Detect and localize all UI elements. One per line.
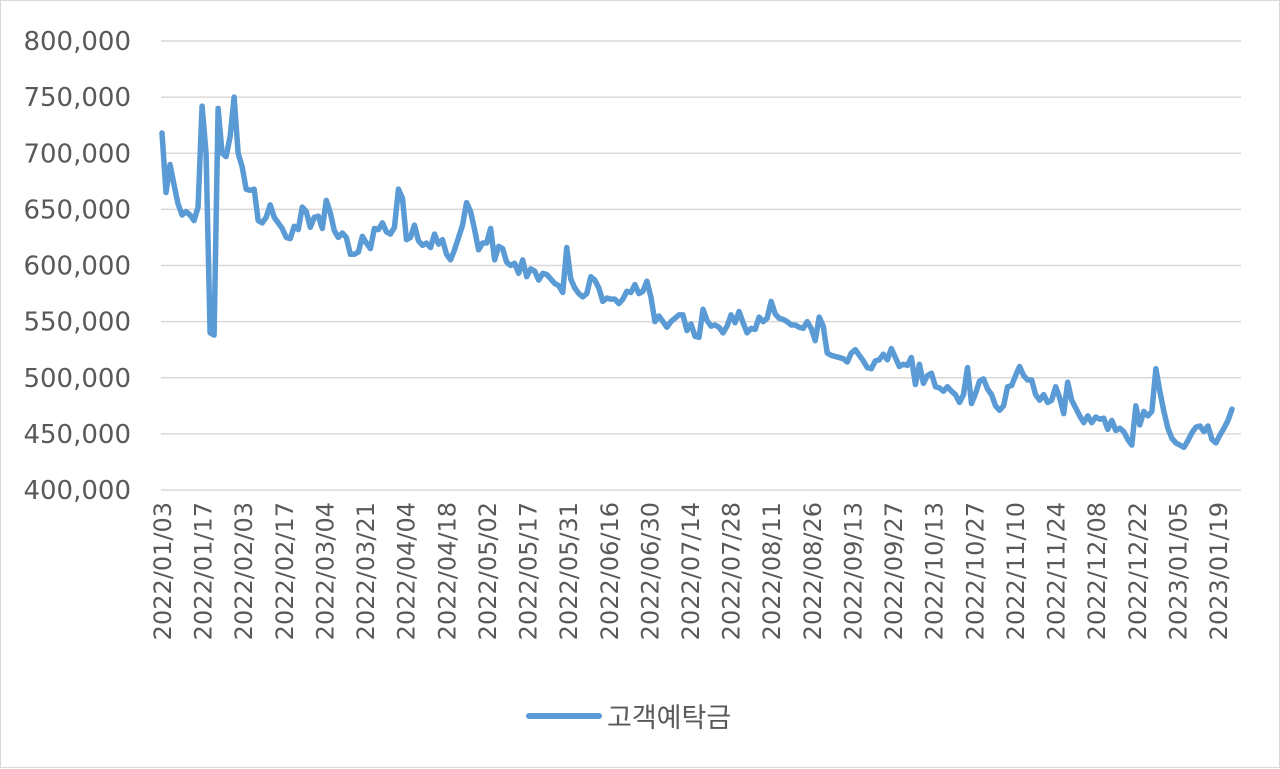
- y-tick-label: 800,000: [23, 27, 131, 57]
- x-tick-label: 2022/05/02: [474, 502, 502, 640]
- series-layer: [159, 94, 1235, 451]
- series-line: [159, 94, 1235, 451]
- y-tick-label: 550,000: [23, 308, 131, 338]
- x-tick-label: 2022/10/27: [961, 502, 989, 640]
- x-tick-label: 2022/02/03: [230, 502, 258, 640]
- y-tick-label: 700,000: [23, 139, 131, 169]
- x-tick-label: 2022/11/24: [1043, 502, 1071, 640]
- x-tick-label: 2022/04/04: [393, 502, 421, 640]
- legend: 고객예탁금: [526, 703, 731, 734]
- y-tick-label: 450,000: [23, 420, 131, 450]
- x-tick-label: 2022/07/14: [677, 502, 705, 640]
- x-tick-label: 2022/06/30: [636, 502, 664, 640]
- x-tick-label: 2022/06/16: [596, 502, 624, 640]
- x-tick-label: 2022/11/10: [1002, 502, 1030, 640]
- y-tick-label: 500,000: [23, 364, 131, 394]
- legend-label: 고객예탁금: [607, 703, 731, 734]
- x-tick-label: 2022/07/28: [718, 502, 746, 640]
- y-axis-labels: 400,000 450,000 500,000 550,000 600,000 650,0…: [23, 27, 131, 506]
- x-tick-label: 2022/05/31: [555, 502, 583, 640]
- x-tick-label: 2022/01/03: [149, 502, 177, 640]
- x-tick-label: 2022/05/17: [515, 502, 543, 640]
- x-tick-label: 2023/01/19: [1205, 502, 1233, 640]
- x-tick-label: 2022/08/26: [799, 502, 827, 640]
- x-tick-label: 2022/09/27: [880, 502, 908, 640]
- x-axis-labels: 2022/01/03 2022/01/17 2022/02/03 2022/02/17…: [149, 502, 1233, 640]
- x-tick-label: 2022/03/04: [311, 502, 339, 640]
- x-tick-label: 2022/03/21: [352, 502, 380, 640]
- x-tick-label: 2022/12/08: [1083, 502, 1111, 640]
- y-tick-label: 600,000: [23, 252, 131, 282]
- x-tick-label: 2022/01/17: [190, 502, 218, 640]
- y-tick-label: 400,000: [23, 476, 131, 506]
- y-tick-label: 650,000: [23, 195, 131, 225]
- x-tick-label: 2022/10/13: [921, 502, 949, 640]
- x-tick-label: 2023/01/05: [1164, 502, 1192, 640]
- x-tick-label: 2022/04/18: [433, 502, 461, 640]
- x-tick-label: 2022/09/13: [839, 502, 867, 640]
- gridlines: [161, 40, 1241, 491]
- y-tick-label: 750,000: [23, 83, 131, 113]
- x-tick-label: 2022/12/22: [1124, 502, 1152, 640]
- x-tick-label: 2022/02/17: [271, 502, 299, 640]
- x-tick-label: 2022/08/11: [758, 502, 786, 640]
